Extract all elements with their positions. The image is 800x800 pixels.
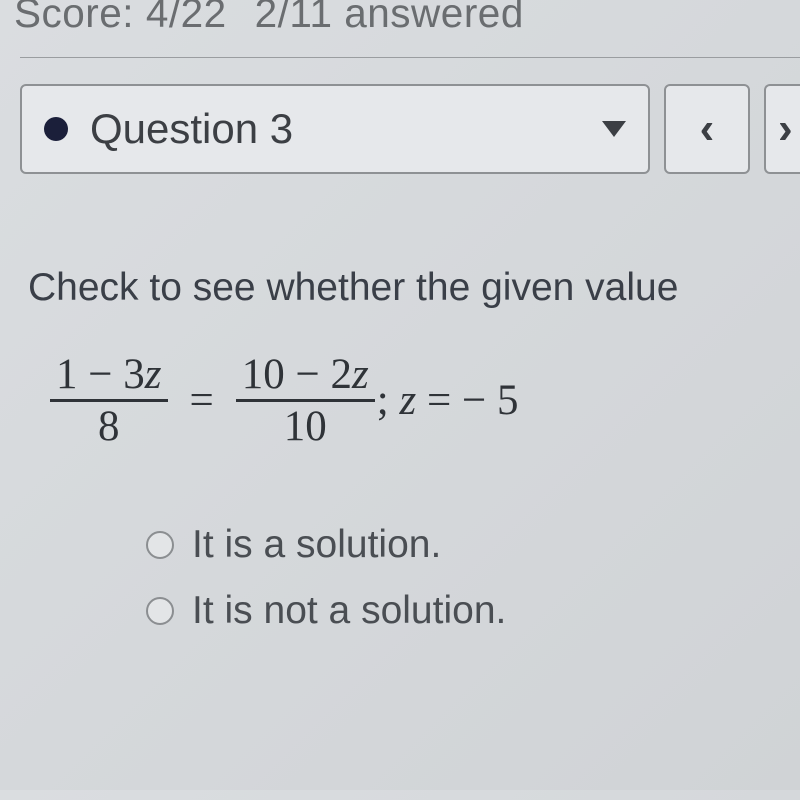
option-is-solution[interactable]: It is a solution. (146, 523, 800, 567)
prev-question-button[interactable]: ‹ (664, 84, 750, 174)
fraction-rhs: 10 − 2z 10 (236, 352, 375, 449)
question-prompt: Check to see whether the given value (28, 266, 800, 310)
answered-value: 2/11 (255, 0, 333, 36)
score-value: 4/22 (146, 0, 227, 36)
equation: 1 − 3z 8 = 10 − 2z 10 ; z = − 5 (50, 352, 800, 449)
chevron-down-icon (602, 121, 626, 137)
equals-sign: = (190, 376, 214, 425)
status-dot-icon (44, 117, 68, 141)
option-not-solution[interactable]: It is not a solution. (146, 589, 800, 633)
score-line: Score: 4/22 2/11 answered (14, 0, 800, 37)
chevron-left-icon: ‹ (700, 104, 715, 154)
next-question-button[interactable]: › (764, 84, 800, 174)
option-label: It is not a solution. (192, 589, 506, 633)
answer-options: It is a solution. It is not a solution. (146, 523, 800, 633)
option-label: It is a solution. (192, 523, 441, 567)
chevron-right-icon: › (778, 104, 793, 154)
radio-icon (146, 597, 174, 625)
question-dropdown[interactable]: Question 3 (20, 84, 650, 174)
divider (20, 57, 800, 58)
radio-icon (146, 531, 174, 559)
question-label: Question 3 (90, 105, 592, 153)
score-label: Score: (14, 0, 134, 36)
equation-condition: ; z = − 5 (377, 376, 519, 425)
fraction-lhs: 1 − 3z 8 (50, 352, 168, 449)
answered-label: answered (344, 0, 524, 36)
